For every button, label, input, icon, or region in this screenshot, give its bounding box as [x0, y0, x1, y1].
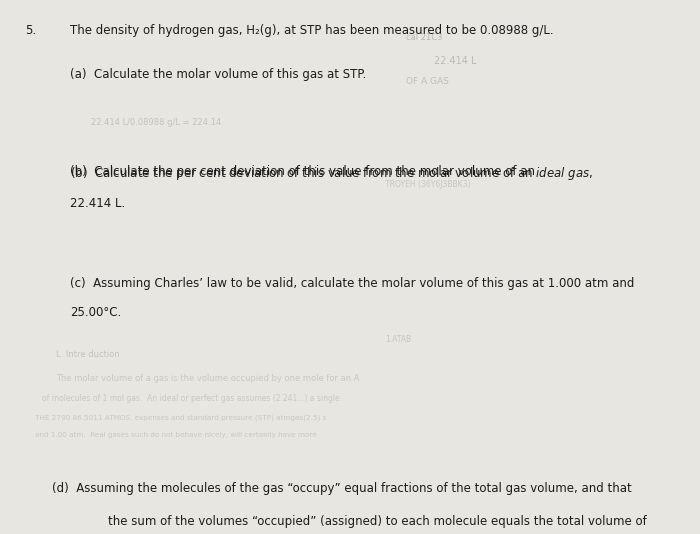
- Text: 22.414 L.: 22.414 L.: [70, 198, 125, 210]
- Text: OF A GAS: OF A GAS: [406, 77, 449, 86]
- Text: 22.414 L/0.08988 g/L = 224.14: 22.414 L/0.08988 g/L = 224.14: [91, 118, 221, 127]
- Text: TROYEH (36Y6J3BBK3): TROYEH (36Y6J3BBK3): [385, 179, 470, 189]
- Text: The molar volume of a gas is the volume occupied by one mole for an A: The molar volume of a gas is the volume …: [56, 374, 360, 382]
- Text: 22.414 L: 22.414 L: [434, 57, 477, 66]
- Text: (b)  Calculate the per cent deviation of this value from the molar volume of an: (b) Calculate the per cent deviation of …: [70, 165, 539, 178]
- Text: (d)  Assuming the molecules of the gas “occupy” equal fractions of the total gas: (d) Assuming the molecules of the gas “o…: [52, 482, 632, 495]
- Text: 5.: 5.: [25, 24, 36, 37]
- Text: (a)  Calculate the molar volume of this gas at STP.: (a) Calculate the molar volume of this g…: [70, 68, 366, 81]
- Text: 25.00°C.: 25.00°C.: [70, 306, 121, 319]
- Text: the sum of the volumes “occupied” (assigned) to each molecule equals the total v: the sum of the volumes “occupied” (assig…: [108, 515, 648, 528]
- Text: cal 21C3: cal 21C3: [406, 33, 442, 42]
- Text: The density of hydrogen gas, H₂(g), at STP has been measured to be 0.08988 g/L.: The density of hydrogen gas, H₂(g), at S…: [70, 24, 554, 37]
- Text: of molecules of 1 mol gas.  An ideal or perfect gas assumes (2.241...) a single: of molecules of 1 mol gas. An ideal or p…: [42, 394, 340, 403]
- Text: and 1.00 atm.  Real gases such do not behave nicely, will certainly have more: and 1.00 atm. Real gases such do not beh…: [35, 433, 316, 438]
- Text: THE 2790 86.5011 ATMOS. expenses and standard pressure (STP) atmgas(2.5) s: THE 2790 86.5011 ATMOS. expenses and sta…: [35, 414, 326, 421]
- Text: 1.ATAB: 1.ATAB: [385, 335, 411, 344]
- Text: (c)  Assuming Charles’ law to be valid, calculate the molar volume of this gas a: (c) Assuming Charles’ law to be valid, c…: [70, 277, 634, 289]
- Text: (b)  Calculate the per cent deviation of this value from the molar volume of an : (b) Calculate the per cent deviation of …: [70, 165, 593, 182]
- Text: L  Intre duction: L Intre duction: [56, 350, 120, 359]
